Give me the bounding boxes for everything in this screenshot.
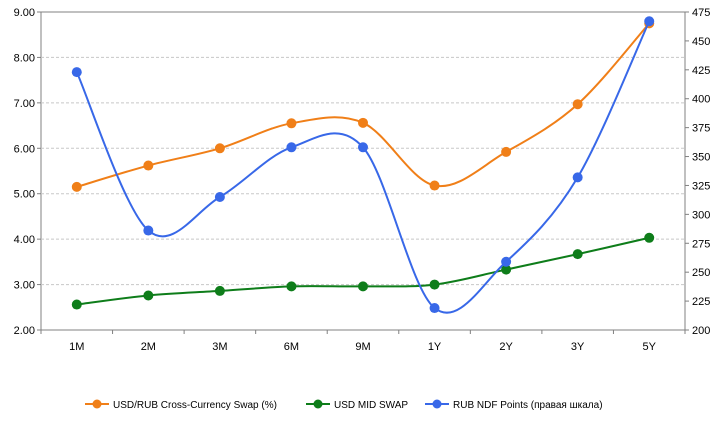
x-axis-tick-label: 3Y — [571, 341, 585, 353]
data-point — [644, 16, 655, 27]
x-axis-tick-label: 2Y — [499, 341, 513, 353]
right-axis-tick-label: 275 — [692, 238, 710, 250]
data-point — [286, 281, 297, 292]
data-point — [429, 279, 440, 290]
x-axis: 1M 2M 3M 6M 9M 1Y 2Y 3Y 5Y — [40, 330, 686, 353]
legend-marker — [313, 399, 323, 409]
right-axis-tick-label: 475 — [692, 7, 710, 19]
data-point — [214, 143, 225, 154]
plot-frame — [40, 11, 686, 331]
data-point — [71, 181, 82, 192]
data-point — [143, 160, 154, 171]
data-point — [214, 192, 225, 203]
legend-label: USD/RUB Cross-Currency Swap (%) — [113, 400, 277, 411]
data-point — [214, 285, 225, 296]
left-axis-tick-label: 3.00 — [14, 280, 35, 292]
data-point — [429, 303, 440, 314]
data-point — [572, 172, 583, 183]
series-2 — [71, 16, 655, 314]
data-point — [358, 117, 368, 128]
data-point — [572, 99, 583, 110]
legend-marker — [432, 399, 442, 409]
x-axis-tick-label: 2M — [141, 341, 156, 353]
data-point — [143, 225, 154, 236]
plot-area — [40, 11, 686, 331]
data-point — [572, 249, 583, 260]
right-axis-tick-label: 375 — [692, 123, 710, 135]
left-axis-tick-label: 6.00 — [14, 143, 35, 155]
data-point — [501, 264, 512, 275]
data-point — [286, 118, 297, 129]
data-point — [71, 67, 82, 78]
right-axis-tick-label: 450 — [692, 36, 710, 48]
left-axis-tick-label: 2.00 — [14, 325, 35, 337]
series-line — [75, 20, 651, 314]
right-axis-tick-label: 350 — [692, 152, 710, 164]
right-axis-tick-label: 200 — [692, 325, 710, 337]
x-axis-tick-label: 6M — [284, 341, 299, 353]
right-axis-tick-label: 425 — [692, 65, 710, 77]
data-point — [501, 146, 512, 157]
left-axis-tick-label: 5.00 — [14, 189, 35, 201]
left-axis-tick-label: 4.00 — [14, 234, 35, 246]
right-axis-tick-label: 300 — [692, 209, 710, 221]
legend-label: USD MID SWAP — [334, 400, 408, 411]
x-axis-tick-label: 1M — [69, 341, 84, 353]
x-axis-tick-label: 9M — [355, 341, 370, 353]
right-y-axis: 200 225 250 275 300 325 350 375 400 425 450 475 — [685, 7, 710, 337]
x-axis-tick-label: 3M — [212, 341, 227, 353]
data-point — [143, 290, 154, 301]
right-axis-tick-label: 250 — [692, 267, 710, 279]
data-point — [644, 232, 655, 243]
left-axis-tick-label: 9.00 — [14, 7, 35, 19]
series-0 — [71, 18, 655, 192]
data-point — [358, 142, 368, 153]
legend: USD/RUB Cross-Currency Swap (%) USD MID S… — [85, 399, 603, 411]
data-point — [71, 299, 82, 310]
legend-label: RUB NDF Points (правая шкала) — [453, 400, 603, 411]
x-axis-tick-label: 1Y — [428, 341, 442, 353]
left-axis-tick-label: 8.00 — [14, 52, 35, 64]
data-point — [501, 256, 512, 267]
right-axis-tick-label: 325 — [692, 180, 710, 192]
data-point — [358, 281, 368, 292]
series-layer — [71, 16, 655, 314]
left-axis-tick-label: 7.00 — [14, 98, 35, 110]
right-axis-tick-label: 400 — [692, 94, 710, 106]
series-line — [76, 22, 650, 188]
series-1 — [71, 232, 655, 310]
x-axis-tick-label: 5Y — [642, 341, 656, 353]
data-point — [429, 180, 440, 191]
left-y-axis: 2.00 3.00 4.00 5.00 6.00 7.00 8.00 9.00 — [14, 7, 41, 337]
data-point — [286, 142, 297, 153]
right-axis-tick-label: 225 — [692, 296, 710, 308]
legend-marker — [92, 399, 102, 409]
